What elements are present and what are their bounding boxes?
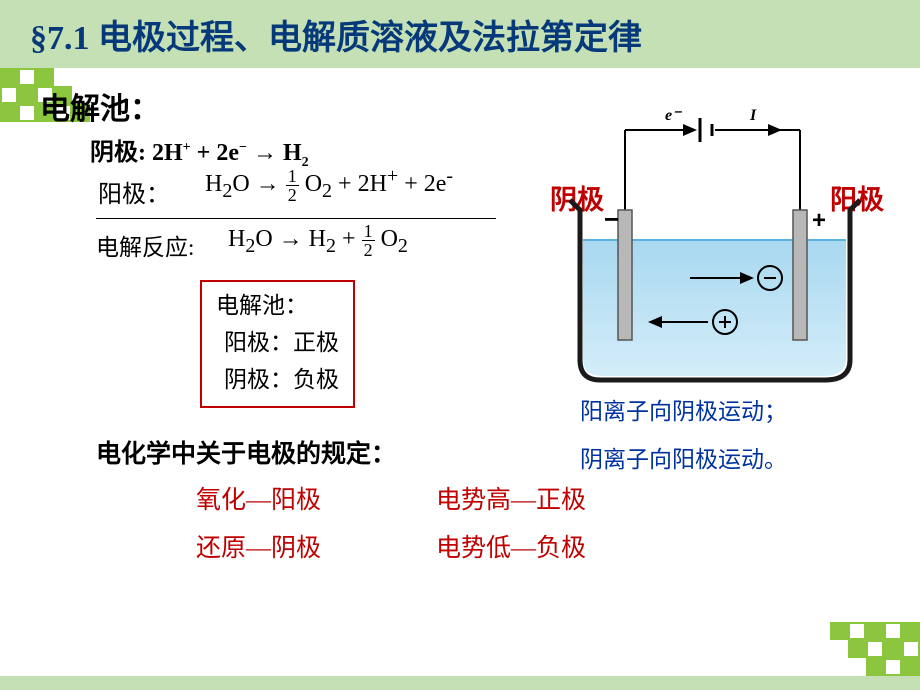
- anode-equation: H2O → 12 O2 + 2H+ + 2e-: [205, 165, 453, 204]
- overall-label: 电解反应:: [96, 228, 194, 262]
- e-label: e⁻: [665, 107, 682, 124]
- box-line2: 阳极：正极: [216, 325, 339, 362]
- content-area: 电解池： 阴极: 2H+ + 2e− → H2 阳极： H2O → 12 O2 …: [0, 80, 920, 676]
- heading-electrolytic-cell: 电解池：: [40, 84, 160, 128]
- cathode-label: 阴极:: [90, 140, 146, 166]
- anode-label: 阳极：: [98, 174, 170, 209]
- overall-equation: H2O → H2 + 12 O2: [228, 222, 408, 259]
- decorative-squares-bottom: [830, 622, 920, 676]
- rule-high-potential: 电势高—正极: [436, 480, 586, 516]
- summary-box: 电解池： 阳极：正极 阴极：负极: [200, 280, 355, 408]
- electrolysis-diagram: e⁻ I − +: [550, 100, 880, 420]
- plus-sign: +: [812, 207, 826, 234]
- box-line3: 阴极：负极: [216, 362, 339, 399]
- rule-reduction: 还原—阴极: [196, 528, 321, 564]
- box-line1: 电解池：: [216, 288, 339, 325]
- cathode-equation: 2H+ + 2e− → H2: [152, 140, 309, 166]
- rules-heading: 电化学中关于电极的规定：: [96, 434, 396, 470]
- rule-low-potential: 电势低—负极: [436, 528, 586, 564]
- title-band: §7.1 电极过程、电解质溶液及法拉第定律: [0, 0, 920, 68]
- caption-anion: 阴离子向阳极运动。: [580, 440, 787, 474]
- bottom-band: [0, 676, 920, 690]
- equation-divider: [96, 218, 496, 219]
- i-label: I: [749, 107, 757, 124]
- caption-cation: 阳离子向阴极运动；: [580, 392, 787, 426]
- minus-sign: −: [604, 204, 619, 234]
- page-title: §7.1 电极过程、电解质溶液及法拉第定律: [30, 10, 642, 59]
- rule-oxidation: 氧化—阳极: [196, 480, 321, 516]
